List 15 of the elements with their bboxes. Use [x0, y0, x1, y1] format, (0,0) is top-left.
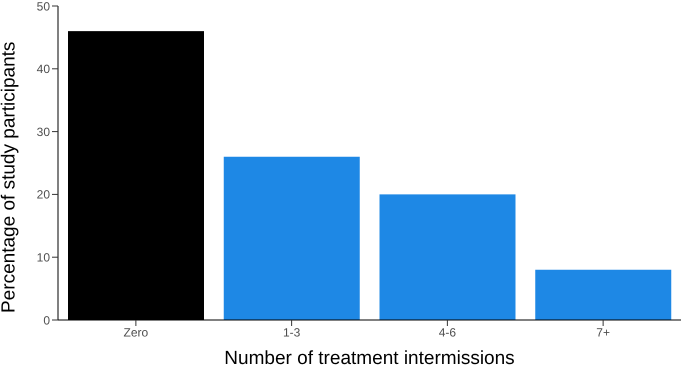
bar — [535, 270, 672, 320]
y-tick-label: 20 — [36, 188, 50, 202]
x-tick-label: 4-6 — [438, 326, 456, 340]
y-tick-label: 10 — [36, 250, 50, 264]
bar — [224, 156, 360, 320]
x-axis-title: Number of treatment intermissions — [224, 348, 515, 368]
x-tick-label: 1-3 — [282, 326, 301, 340]
bar — [380, 194, 516, 320]
y-tick-label: 0 — [43, 313, 50, 328]
y-tick-label: 50 — [36, 0, 50, 14]
y-tick-label: 30 — [36, 124, 50, 139]
y-axis-title: Percentage of study participants — [0, 42, 20, 313]
y-tick-label: 40 — [36, 62, 50, 76]
x-tick-label: Zero — [124, 326, 149, 340]
x-tick-label: 7+ — [596, 326, 610, 340]
